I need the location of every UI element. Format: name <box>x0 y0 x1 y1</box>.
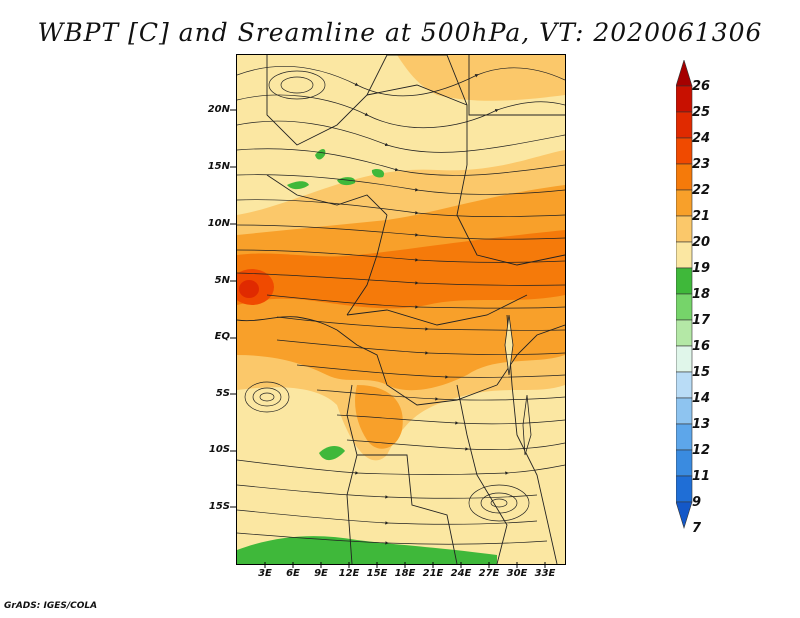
lat-label-eq: EQ <box>214 331 230 342</box>
colorbar-swatch <box>676 475 693 503</box>
lat-label-15n: 15N <box>207 161 230 172</box>
lat-ticks <box>230 109 237 508</box>
lon-ticks <box>264 562 546 568</box>
wbpt-18-patch-north <box>315 149 326 160</box>
colorbar-label-13: 13 <box>692 417 711 432</box>
lon-label-9e: 9E <box>314 568 328 579</box>
colorbar-swatch <box>676 345 693 373</box>
vortex-west <box>244 381 290 413</box>
colorbar-label-12: 12 <box>692 443 711 458</box>
lat-label-15s: 15S <box>208 501 230 512</box>
lon-label-15e: 15E <box>366 568 388 579</box>
lon-label-24e: 24E <box>450 568 472 579</box>
wbpt-18-patch-south <box>237 536 497 564</box>
wbpt-18-patch-sahel <box>287 168 385 190</box>
colorbar-swatch <box>676 241 693 269</box>
colorbar-label-19: 19 <box>692 261 711 276</box>
map-canvas <box>237 55 565 564</box>
colorbar-swatch <box>676 397 693 425</box>
colorbar-swatch <box>676 423 693 451</box>
colorbar-label-23: 23 <box>692 157 711 172</box>
colorbar-bottom-arrow <box>676 501 693 530</box>
vortex-southeast <box>468 484 530 522</box>
colorbar-swatch <box>676 267 693 295</box>
colorbar-swatch <box>676 371 693 399</box>
lon-label-12e: 12E <box>338 568 360 579</box>
lat-label-10s: 10S <box>208 444 230 455</box>
colorbar-swatch <box>676 111 693 139</box>
lat-label-5s: 5S <box>215 388 230 399</box>
colorbar-label-21: 21 <box>692 209 711 224</box>
lon-label-3e: 3E <box>258 568 272 579</box>
colorbar-swatch <box>676 319 693 347</box>
colorbar-label-9: 9 <box>692 495 702 510</box>
colorbar-label-20: 20 <box>692 235 711 250</box>
colorbar-swatch <box>676 163 693 191</box>
lon-label-6e: 6E <box>286 568 300 579</box>
colorbar-swatch <box>676 85 693 113</box>
lake-malawi <box>522 394 532 456</box>
wbpt-22-core <box>237 230 565 309</box>
vortex-north <box>268 70 326 100</box>
lon-label-30e: 30E <box>506 568 528 579</box>
footer-credit: GrADS: IGES/COLA <box>4 601 98 611</box>
colorbar <box>676 60 693 530</box>
colorbar-label-18: 18 <box>692 287 711 302</box>
colorbar-swatch <box>676 137 693 165</box>
colorbar-swatch <box>676 449 693 477</box>
colorbar-label-14: 14 <box>692 391 711 406</box>
colorbar-label-15: 15 <box>692 365 711 380</box>
colorbar-label-7: 7 <box>692 521 702 536</box>
wbpt-21-south-lobe <box>355 385 403 449</box>
lat-label-5n: 5N <box>214 275 230 286</box>
streamlines <box>237 65 565 545</box>
lat-label-10n: 10N <box>207 218 230 229</box>
colorbar-top-arrow <box>676 60 693 87</box>
lat-label-20n: 20N <box>207 104 230 115</box>
wbpt-18-patch-angola <box>319 446 345 461</box>
lon-label-33e: 33E <box>534 568 556 579</box>
colorbar-label-17: 17 <box>692 313 711 328</box>
colorbar-label-24: 24 <box>692 131 711 146</box>
colorbar-label-22: 22 <box>692 183 711 198</box>
chart-title: WBPT [C] and Sreamline at 500hPa, VT: 20… <box>37 18 763 47</box>
colorbar-label-25: 25 <box>692 105 711 120</box>
lon-label-18e: 18E <box>394 568 416 579</box>
map-panel <box>236 54 566 565</box>
lon-label-21e: 21E <box>422 568 444 579</box>
colorbar-label-26: 26 <box>692 79 711 94</box>
colorbar-label-16: 16 <box>692 339 711 354</box>
lon-label-27e: 27E <box>478 568 500 579</box>
colorbar-swatch <box>676 189 693 217</box>
colorbar-swatch <box>676 215 693 243</box>
colorbar-label-11: 11 <box>692 469 711 484</box>
wbpt-20-north-patch <box>397 55 565 101</box>
wbpt-24-hotspot <box>239 280 259 298</box>
colorbar-swatch <box>676 293 693 321</box>
